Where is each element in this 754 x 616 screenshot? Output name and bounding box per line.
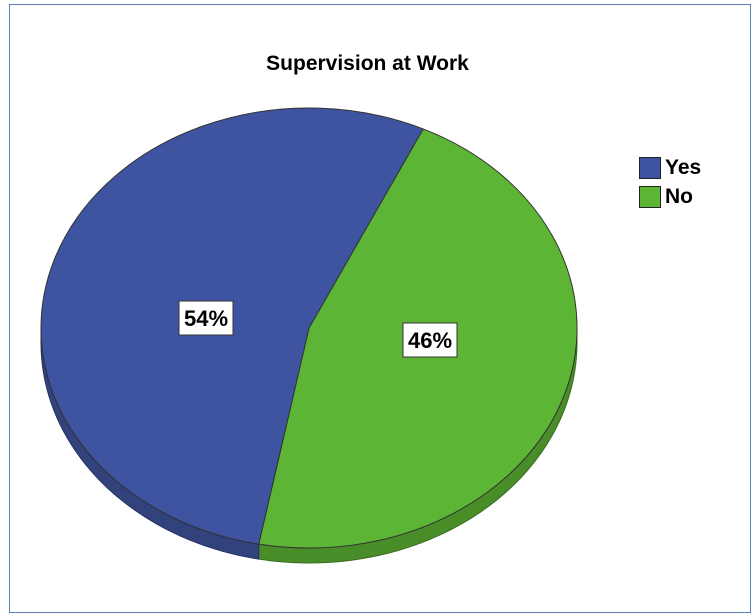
legend-label-no: No bbox=[665, 184, 693, 208]
legend-item-no: No bbox=[639, 182, 701, 211]
legend-item-yes: Yes bbox=[639, 153, 701, 182]
legend-label-yes: Yes bbox=[665, 155, 702, 179]
chart-title: Supervision at Work bbox=[266, 52, 469, 75]
data-label-box-no bbox=[402, 322, 458, 358]
data-label-no: 46% bbox=[408, 328, 452, 353]
legend: Yes No bbox=[639, 153, 701, 211]
data-label-yes: 54% bbox=[184, 306, 228, 331]
legend-swatch-yes bbox=[639, 156, 661, 179]
legend-swatch-no bbox=[639, 185, 661, 208]
data-label-box-yes bbox=[178, 300, 234, 336]
